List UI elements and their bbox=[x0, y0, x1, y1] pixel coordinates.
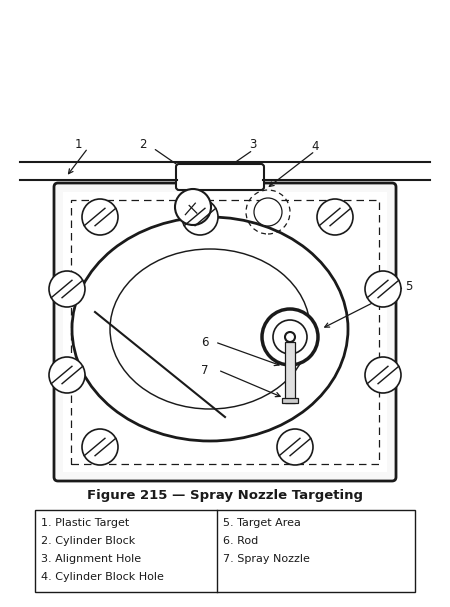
Text: 3: 3 bbox=[249, 138, 256, 151]
Circle shape bbox=[182, 199, 218, 235]
FancyBboxPatch shape bbox=[54, 183, 396, 481]
Circle shape bbox=[175, 189, 211, 225]
Circle shape bbox=[365, 271, 401, 307]
Text: 5. Target Area: 5. Target Area bbox=[223, 518, 302, 528]
Circle shape bbox=[49, 357, 85, 393]
Text: 2. Cylinder Block: 2. Cylinder Block bbox=[41, 536, 135, 546]
Circle shape bbox=[277, 429, 313, 465]
Bar bbox=[285, 342, 295, 403]
Circle shape bbox=[285, 332, 295, 342]
FancyBboxPatch shape bbox=[176, 164, 264, 190]
Text: 6: 6 bbox=[201, 336, 209, 348]
Circle shape bbox=[262, 309, 318, 365]
Circle shape bbox=[273, 320, 307, 354]
Circle shape bbox=[254, 198, 282, 226]
Circle shape bbox=[317, 199, 353, 235]
Text: 5: 5 bbox=[405, 280, 412, 294]
Bar bbox=[63, 192, 387, 472]
Bar bbox=[71, 200, 379, 464]
Circle shape bbox=[82, 199, 118, 235]
Bar bbox=[35, 510, 415, 592]
Circle shape bbox=[82, 429, 118, 465]
Bar bbox=[282, 398, 298, 403]
Text: 4. Cylinder Block Hole: 4. Cylinder Block Hole bbox=[41, 572, 164, 582]
Text: 1: 1 bbox=[74, 138, 82, 151]
Text: 7: 7 bbox=[201, 364, 209, 376]
Text: 1. Plastic Target: 1. Plastic Target bbox=[41, 518, 129, 528]
Text: 2: 2 bbox=[139, 138, 147, 151]
Text: 7. Spray Nozzle: 7. Spray Nozzle bbox=[223, 554, 310, 564]
Circle shape bbox=[365, 357, 401, 393]
Text: 3. Alignment Hole: 3. Alignment Hole bbox=[41, 554, 141, 564]
Text: 6. Rod: 6. Rod bbox=[223, 536, 259, 546]
Circle shape bbox=[49, 271, 85, 307]
Text: 4: 4 bbox=[311, 140, 319, 154]
Text: Figure 215 — Spray Nozzle Targeting: Figure 215 — Spray Nozzle Targeting bbox=[87, 489, 363, 501]
